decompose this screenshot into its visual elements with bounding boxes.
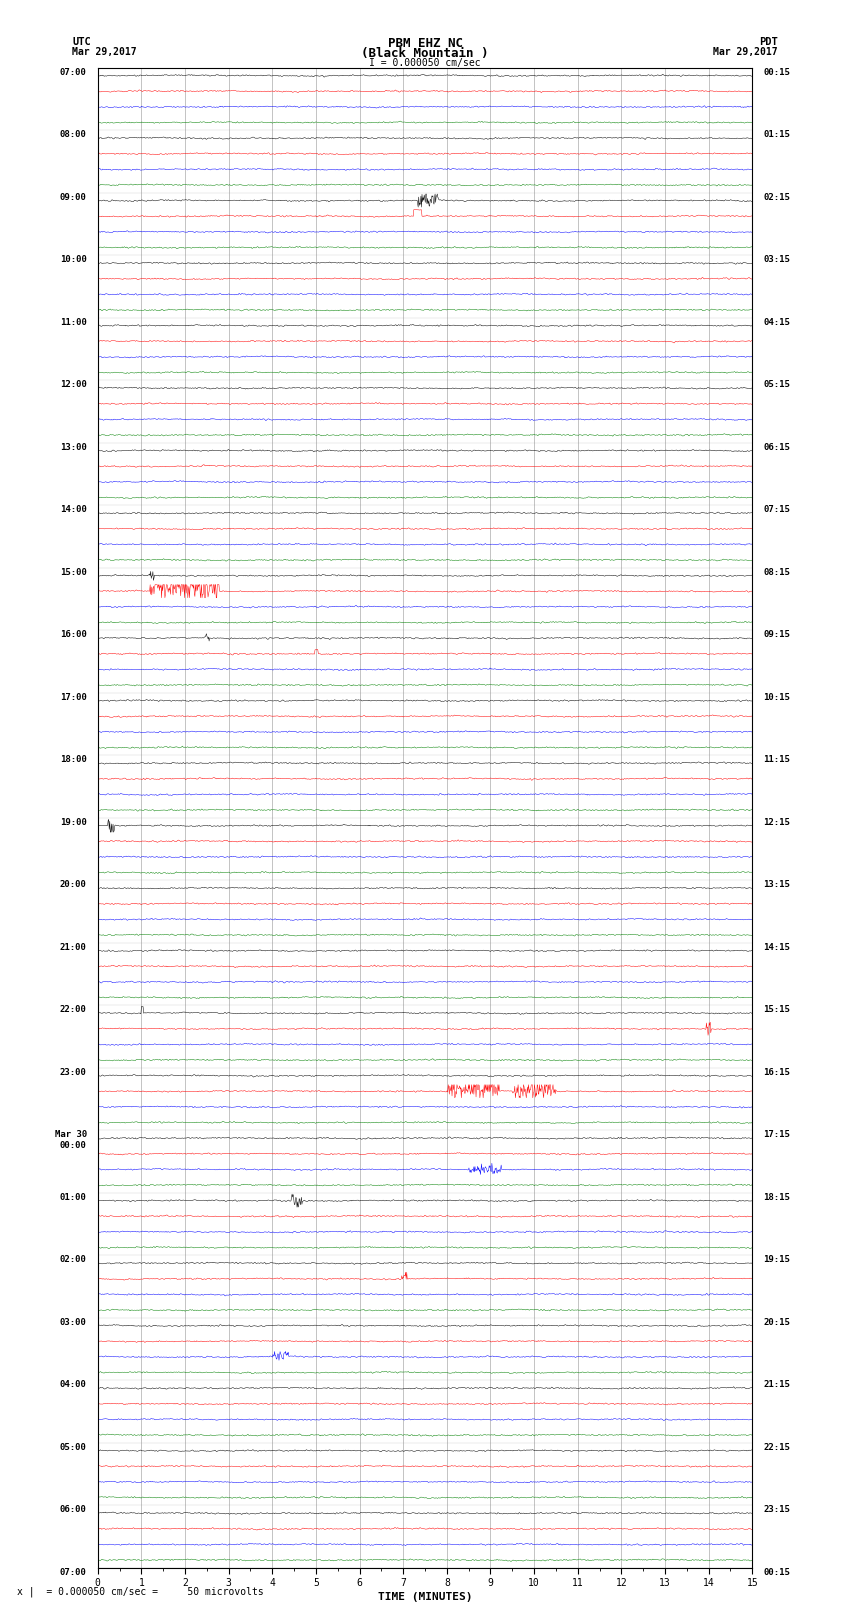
Text: 03:00: 03:00 xyxy=(60,1318,87,1327)
Text: 13:15: 13:15 xyxy=(763,881,790,889)
Text: 04:15: 04:15 xyxy=(763,318,790,327)
Text: 17:15: 17:15 xyxy=(763,1131,790,1139)
Text: 23:15: 23:15 xyxy=(763,1505,790,1515)
Text: 06:15: 06:15 xyxy=(763,444,790,452)
Text: 01:15: 01:15 xyxy=(763,131,790,139)
Text: 05:00: 05:00 xyxy=(60,1442,87,1452)
Text: 08:15: 08:15 xyxy=(763,568,790,577)
Text: 05:15: 05:15 xyxy=(763,381,790,389)
Text: 13:00: 13:00 xyxy=(60,444,87,452)
Text: 15:00: 15:00 xyxy=(60,568,87,577)
Text: 01:00: 01:00 xyxy=(60,1194,87,1202)
Text: PBM EHZ NC: PBM EHZ NC xyxy=(388,37,462,50)
Text: 16:00: 16:00 xyxy=(60,631,87,639)
Text: 11:15: 11:15 xyxy=(763,755,790,765)
Text: 20:00: 20:00 xyxy=(60,881,87,889)
Text: 04:00: 04:00 xyxy=(60,1381,87,1389)
Text: 07:00: 07:00 xyxy=(60,1568,87,1578)
Text: Mar 29,2017: Mar 29,2017 xyxy=(713,47,778,56)
Text: 19:00: 19:00 xyxy=(60,818,87,827)
Text: 02:00: 02:00 xyxy=(60,1255,87,1265)
Text: 19:15: 19:15 xyxy=(763,1255,790,1265)
Text: 09:15: 09:15 xyxy=(763,631,790,639)
Text: x |  = 0.000050 cm/sec =     50 microvolts: x | = 0.000050 cm/sec = 50 microvolts xyxy=(17,1586,264,1597)
Text: 12:00: 12:00 xyxy=(60,381,87,389)
Text: 14:00: 14:00 xyxy=(60,505,87,515)
Text: 23:00: 23:00 xyxy=(60,1068,87,1077)
Text: 21:15: 21:15 xyxy=(763,1381,790,1389)
Text: 20:15: 20:15 xyxy=(763,1318,790,1327)
Text: 15:15: 15:15 xyxy=(763,1005,790,1015)
Text: 09:00: 09:00 xyxy=(60,194,87,202)
Text: UTC: UTC xyxy=(72,37,91,47)
Text: 08:00: 08:00 xyxy=(60,131,87,139)
Text: 03:15: 03:15 xyxy=(763,255,790,265)
Text: 17:00: 17:00 xyxy=(60,694,87,702)
Text: 18:00: 18:00 xyxy=(60,755,87,765)
Text: 11:00: 11:00 xyxy=(60,318,87,327)
X-axis label: TIME (MINUTES): TIME (MINUTES) xyxy=(377,1592,473,1602)
Text: 10:15: 10:15 xyxy=(763,694,790,702)
Text: 07:15: 07:15 xyxy=(763,505,790,515)
Text: 21:00: 21:00 xyxy=(60,942,87,952)
Text: 00:15: 00:15 xyxy=(763,68,790,77)
Text: (Black Mountain ): (Black Mountain ) xyxy=(361,47,489,60)
Text: 00:15: 00:15 xyxy=(763,1568,790,1578)
Text: Mar 29,2017: Mar 29,2017 xyxy=(72,47,137,56)
Text: 22:15: 22:15 xyxy=(763,1442,790,1452)
Text: 02:15: 02:15 xyxy=(763,194,790,202)
Text: 14:15: 14:15 xyxy=(763,942,790,952)
Text: 18:15: 18:15 xyxy=(763,1194,790,1202)
Text: 16:15: 16:15 xyxy=(763,1068,790,1077)
Text: I = 0.000050 cm/sec: I = 0.000050 cm/sec xyxy=(369,58,481,68)
Text: PDT: PDT xyxy=(759,37,778,47)
Text: Mar 30
00:00: Mar 30 00:00 xyxy=(54,1131,87,1150)
Text: 12:15: 12:15 xyxy=(763,818,790,827)
Text: 07:00: 07:00 xyxy=(60,68,87,77)
Text: 06:00: 06:00 xyxy=(60,1505,87,1515)
Text: 10:00: 10:00 xyxy=(60,255,87,265)
Text: 22:00: 22:00 xyxy=(60,1005,87,1015)
